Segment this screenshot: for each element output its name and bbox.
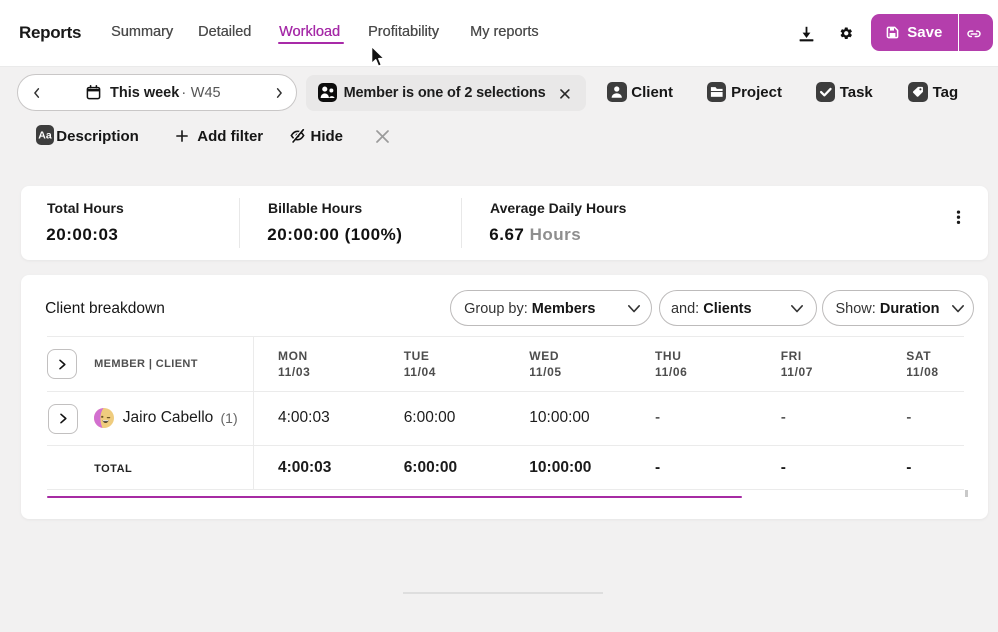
svg-text:Aa: Aa [39, 131, 53, 142]
